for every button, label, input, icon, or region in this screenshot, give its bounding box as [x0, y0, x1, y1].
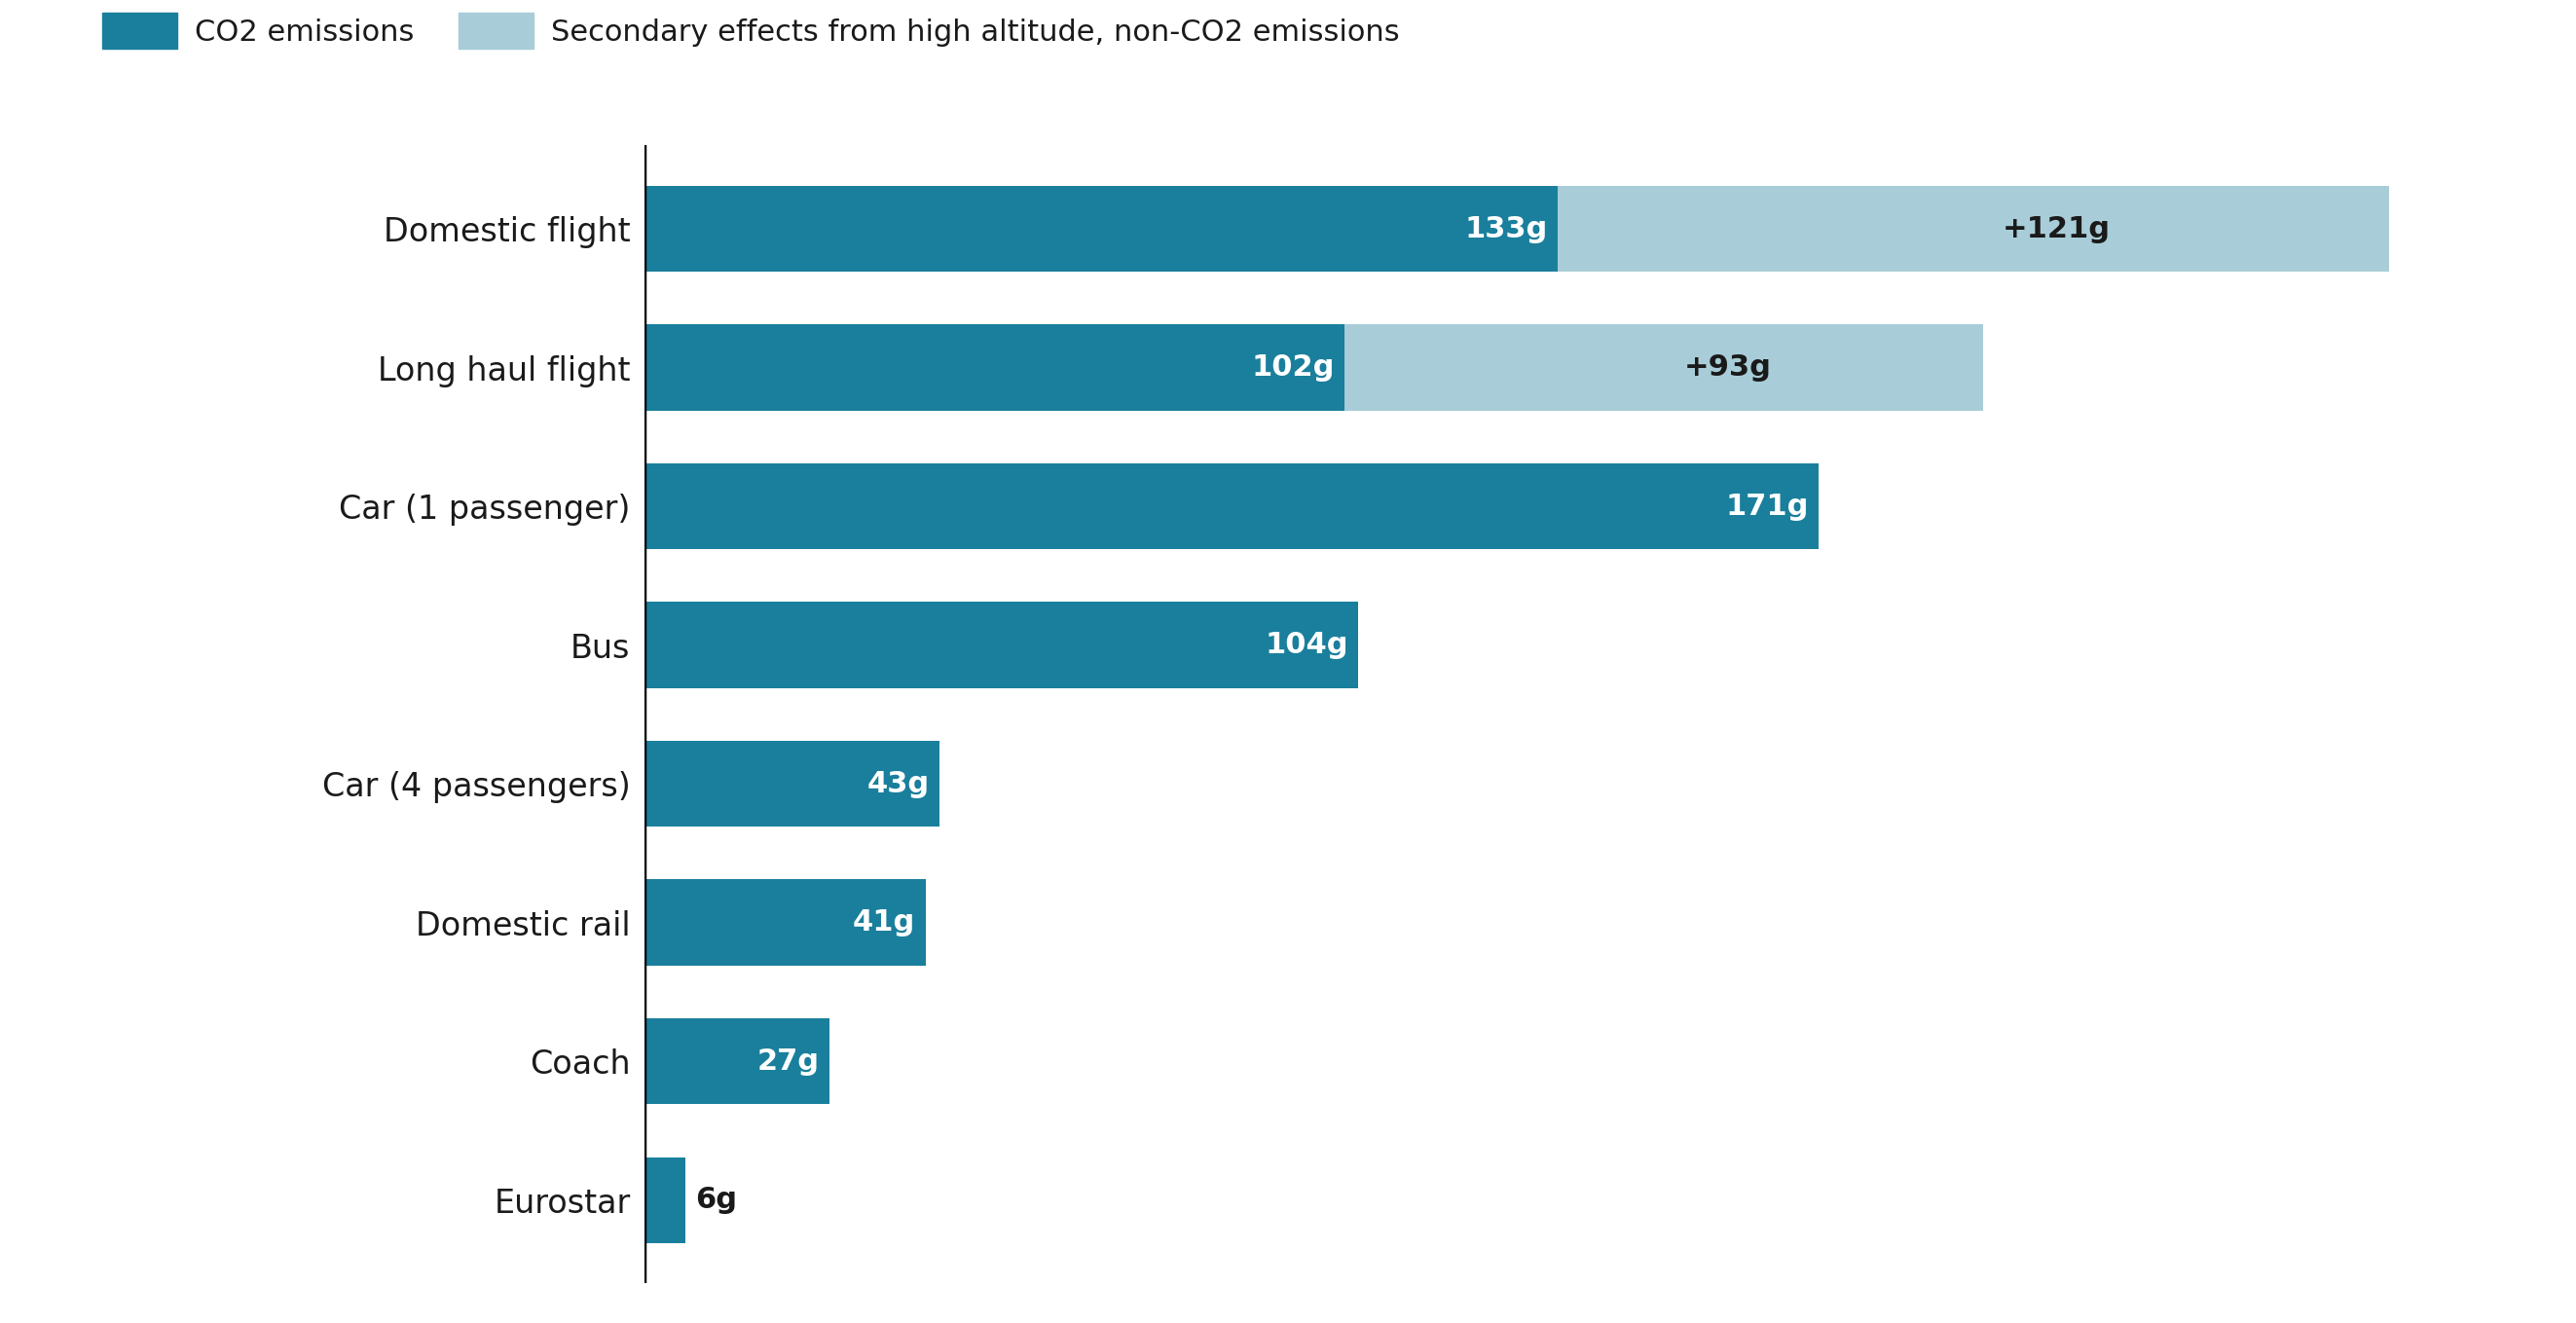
- Text: 43g: 43g: [866, 770, 930, 798]
- FancyBboxPatch shape: [587, 1041, 590, 1085]
- Polygon shape: [587, 488, 590, 509]
- Text: 171g: 171g: [1726, 492, 1808, 520]
- FancyBboxPatch shape: [587, 778, 590, 802]
- FancyBboxPatch shape: [587, 902, 590, 945]
- FancyBboxPatch shape: [587, 624, 590, 668]
- Polygon shape: [587, 766, 590, 786]
- Bar: [1345, 324, 1984, 410]
- Bar: [644, 1158, 685, 1244]
- Text: 133g: 133g: [1463, 214, 1548, 243]
- Bar: [644, 1019, 829, 1105]
- Bar: [644, 324, 1345, 410]
- Bar: [644, 602, 1358, 688]
- Bar: [1558, 185, 2388, 271]
- FancyBboxPatch shape: [587, 501, 590, 524]
- Polygon shape: [587, 225, 590, 233]
- Bar: [644, 880, 925, 966]
- FancyBboxPatch shape: [587, 1180, 590, 1222]
- Text: +93g: +93g: [1685, 353, 1772, 381]
- Legend: CO2 emissions, Secondary effects from high altitude, non-CO2 emissions: CO2 emissions, Secondary effects from hi…: [103, 12, 1399, 49]
- Bar: [644, 741, 940, 827]
- Text: +121g: +121g: [2002, 214, 2110, 243]
- Text: 104g: 104g: [1265, 631, 1347, 659]
- Bar: [644, 185, 1558, 271]
- Text: 41g: 41g: [853, 909, 914, 937]
- Text: 6g: 6g: [696, 1185, 737, 1215]
- Text: 27g: 27g: [757, 1048, 819, 1076]
- Bar: [644, 463, 1819, 549]
- Text: 102g: 102g: [1252, 353, 1334, 381]
- Polygon shape: [587, 364, 590, 372]
